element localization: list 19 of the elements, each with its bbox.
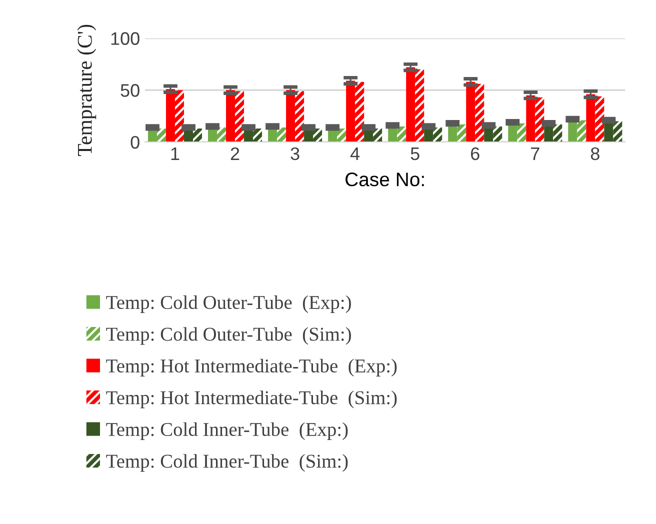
- x-tick-label: 8: [590, 147, 600, 160]
- legend-label: Temp: Hot Intermediate-Tube (Sim:): [106, 390, 397, 408]
- legend-label: Temp: Hot Intermediate-Tube (Exp:): [106, 358, 397, 376]
- x-axis-title: Case No:: [346, 172, 424, 186]
- y-tick-label: 0: [130, 136, 140, 149]
- legend-label: Temp: Cold Outer-Tube (Exp:): [106, 295, 351, 313]
- y-tick-label: 100: [111, 32, 140, 45]
- x-tick-label: 2: [230, 147, 240, 160]
- y-axis-title: Temprature (C'): [77, 24, 96, 156]
- legend-label: Temp: Cold Outer-Tube (Sim:): [106, 327, 351, 345]
- legend-label: Temp: Cold Inner-Tube (Exp:): [106, 422, 348, 440]
- x-tick-label: 3: [290, 147, 300, 160]
- legend-label: Temp: Cold Inner-Tube (Sim:): [106, 454, 348, 472]
- x-tick-label: 4: [350, 148, 360, 160]
- x-tick-label: 1: [171, 148, 180, 160]
- y-tick-label: 50: [120, 84, 140, 97]
- x-tick-label: 5: [410, 148, 420, 160]
- x-tick-label: 6: [471, 147, 480, 160]
- x-tick-label: 7: [531, 148, 540, 160]
